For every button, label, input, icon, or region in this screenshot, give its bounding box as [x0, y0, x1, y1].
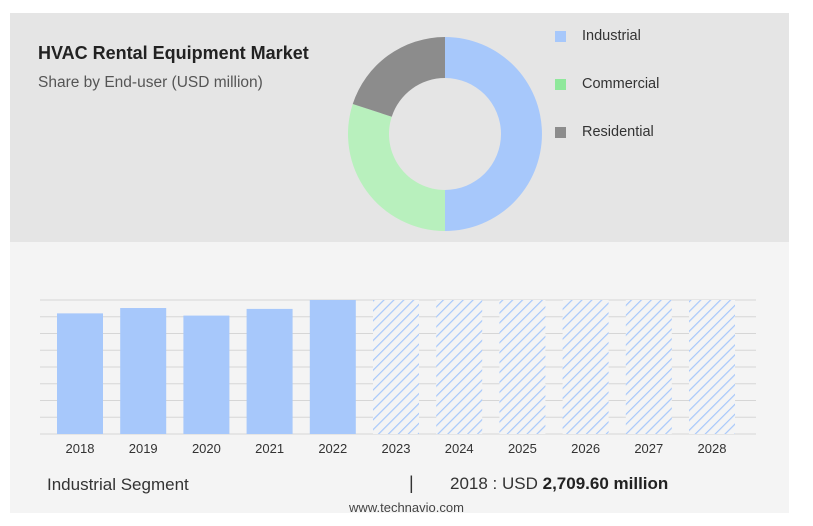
bar-2021	[246, 308, 293, 434]
bar-2027	[625, 300, 672, 434]
chart-title: HVAC Rental Equipment Market	[38, 43, 309, 63]
chart-subtitle: Share by End-user (USD million)	[38, 74, 263, 91]
legend-label-industrial: Industrial	[582, 28, 641, 44]
legend-label-residential: Residential	[582, 124, 654, 140]
x-tick-label: 2028	[698, 441, 727, 456]
donut-slice-commercial	[348, 104, 445, 231]
bar-2024	[436, 300, 483, 434]
legend-item-residential: Residential	[555, 123, 654, 141]
x-tick-label: 2024	[445, 441, 474, 456]
bar-2025	[499, 300, 546, 434]
x-tick-label: 2022	[318, 441, 347, 456]
legend-item-commercial: Commercial	[555, 75, 659, 93]
x-tick-label: 2020	[192, 441, 221, 456]
bar-2018	[57, 313, 103, 434]
x-tick-label: 2026	[571, 441, 600, 456]
bar-2023	[373, 300, 419, 434]
bar-2028	[689, 300, 735, 434]
x-tick-label: 2019	[129, 441, 158, 456]
footer-separator: |	[409, 473, 414, 493]
x-tick-label: 2025	[508, 441, 537, 456]
x-tick-label: 2023	[382, 441, 411, 456]
footer-value-amount: 2,709.60 million	[542, 474, 669, 493]
legend-swatch-industrial	[555, 30, 566, 42]
legend-swatch-commercial	[555, 78, 566, 90]
footer-segment-label: Industrial Segment	[47, 475, 189, 494]
donut-chart	[348, 37, 542, 231]
x-tick-label: 2018	[66, 441, 95, 456]
bar-2022	[309, 300, 356, 434]
donut-slice-residential	[352, 37, 445, 117]
legend-swatch-residential	[555, 126, 566, 138]
x-tick-label: 2021	[255, 441, 284, 456]
legend-label-commercial: Commercial	[582, 76, 660, 92]
bar-2026	[562, 300, 609, 434]
x-tick-label: 2027	[634, 441, 663, 456]
legend-item-industrial: Industrial	[555, 27, 641, 45]
bar-2020	[183, 315, 230, 434]
source-link[interactable]: www.technavio.com	[349, 500, 464, 515]
footer-year-label: 2018 : USD	[450, 474, 543, 493]
bar-2019	[120, 308, 167, 434]
footer-value: 2018 : USD 2,709.60 million	[450, 474, 668, 494]
donut-slice-industrial	[445, 37, 542, 231]
